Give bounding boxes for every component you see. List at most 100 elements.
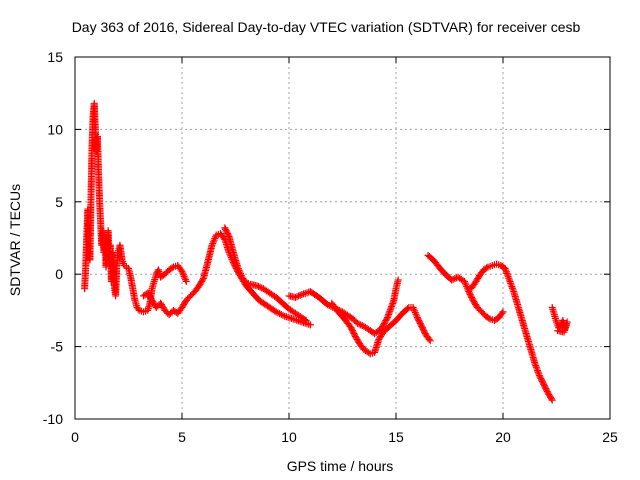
data-point — [383, 315, 391, 323]
data-point — [508, 283, 516, 291]
x-tick-label: 5 — [178, 429, 186, 445]
data-point — [504, 273, 512, 281]
data-point — [355, 320, 363, 328]
x-tick-label: 0 — [71, 429, 79, 445]
data-point — [485, 314, 493, 322]
data-point — [236, 270, 244, 278]
series-segment-d — [285, 276, 402, 338]
data-point — [463, 283, 471, 291]
data-point — [506, 278, 514, 286]
x-axis-label: GPS time / hours — [287, 458, 394, 474]
data-point — [409, 304, 417, 312]
series-segment-h — [548, 304, 571, 336]
data-point — [534, 367, 542, 375]
data-point — [181, 274, 189, 282]
data-point — [410, 305, 418, 313]
x-tick-label: 15 — [388, 429, 404, 445]
data-point — [182, 277, 190, 285]
data-point — [449, 275, 457, 283]
series-segment-g — [467, 260, 556, 404]
data-point — [502, 268, 510, 276]
data-point — [178, 267, 186, 275]
chart-title: Day 363 of 2016, Sidereal Day-to-day VTE… — [72, 19, 581, 35]
data-point — [411, 307, 419, 315]
data-point — [413, 312, 421, 320]
data-point — [208, 241, 216, 249]
data-point — [508, 284, 516, 292]
data-point — [211, 234, 219, 242]
data-point — [507, 281, 515, 289]
data-point — [295, 292, 303, 300]
x-tick-label: 25 — [602, 429, 618, 445]
data-point — [234, 263, 242, 271]
data-point — [460, 277, 468, 285]
data-point — [534, 368, 542, 376]
data-point — [182, 276, 190, 284]
y-tick-label: 10 — [47, 121, 63, 137]
data-point — [353, 319, 361, 327]
data-point — [253, 282, 261, 290]
data-point — [499, 308, 507, 316]
series-segment-b — [139, 230, 314, 329]
data-point — [306, 321, 314, 329]
data-point — [501, 264, 509, 272]
y-tick-label: -10 — [43, 411, 63, 427]
series-early-spikes — [81, 99, 130, 300]
data-point — [532, 363, 540, 371]
data-point — [462, 281, 470, 289]
y-tick-label: 0 — [55, 266, 63, 282]
data-point — [448, 276, 456, 284]
data-point — [210, 236, 218, 244]
data-points — [81, 99, 571, 404]
data-point — [234, 265, 242, 273]
data-point — [425, 335, 433, 343]
data-point — [279, 311, 287, 319]
data-point — [179, 269, 187, 277]
data-point — [461, 279, 469, 287]
data-point — [301, 316, 309, 324]
data-point — [509, 286, 517, 294]
x-tick-label: 10 — [281, 429, 297, 445]
data-point — [411, 309, 419, 317]
data-point — [168, 264, 176, 272]
data-point — [532, 362, 540, 370]
plot-frame — [74, 56, 611, 420]
data-point — [412, 310, 420, 318]
series-segment-f — [424, 251, 507, 325]
data-point — [483, 264, 491, 272]
series-segment-a — [125, 262, 190, 316]
data-point — [548, 396, 556, 404]
data-point — [426, 337, 434, 345]
data-point — [296, 291, 304, 299]
data-point — [554, 327, 562, 335]
data-point — [531, 360, 539, 368]
data-point — [302, 317, 310, 325]
data-point — [535, 370, 543, 378]
data-point — [505, 276, 513, 284]
data-point — [199, 276, 207, 284]
data-point — [235, 266, 243, 274]
data-point — [533, 365, 541, 373]
data-point — [224, 231, 232, 239]
data-point — [502, 266, 510, 274]
data-point — [256, 283, 264, 291]
y-tick-label: 15 — [47, 49, 63, 65]
data-point — [547, 395, 555, 403]
y-axis-label: SDTVAR / TECUs — [7, 184, 23, 296]
data-point — [209, 240, 217, 248]
series-segment-c — [221, 224, 310, 325]
data-point — [394, 276, 402, 284]
data-point — [179, 271, 187, 279]
y-tick-label: -5 — [51, 339, 64, 355]
data-point — [357, 321, 365, 329]
data-point — [505, 274, 513, 282]
data-point — [255, 283, 263, 291]
grid-lines — [75, 57, 610, 419]
series-segment-e — [328, 299, 434, 358]
data-point — [291, 293, 299, 301]
data-point — [293, 293, 301, 301]
data-point — [503, 269, 511, 277]
data-point — [498, 309, 506, 317]
x-tick-label: 20 — [495, 429, 511, 445]
